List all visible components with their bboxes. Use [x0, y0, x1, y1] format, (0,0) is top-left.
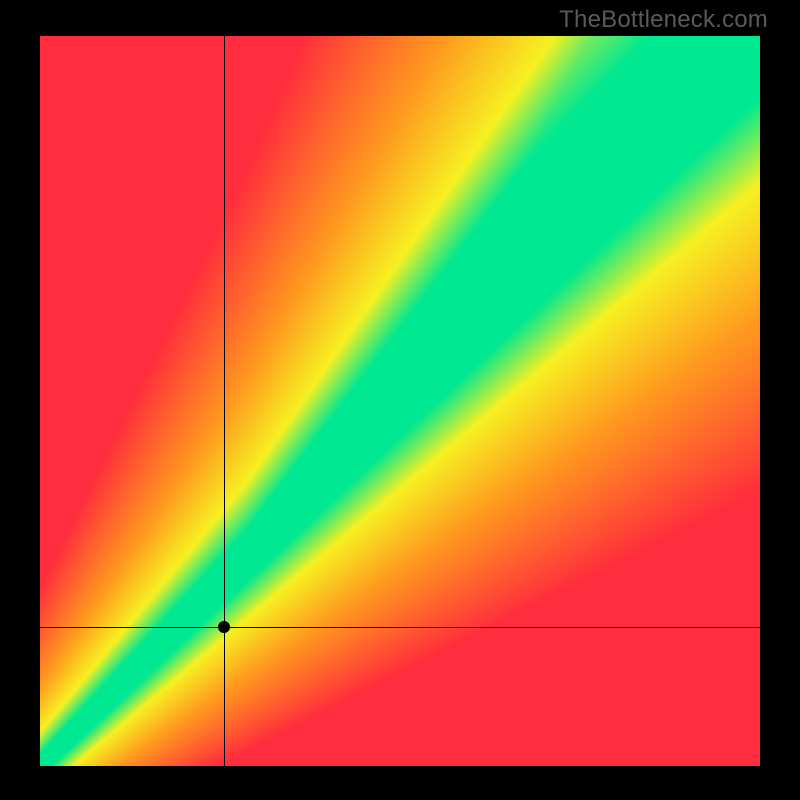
bottleneck-heatmap — [40, 36, 760, 766]
watermark-text: TheBottleneck.com — [559, 6, 768, 34]
crosshair-horizontal-line — [40, 627, 760, 628]
crosshair-vertical-line — [224, 36, 225, 766]
